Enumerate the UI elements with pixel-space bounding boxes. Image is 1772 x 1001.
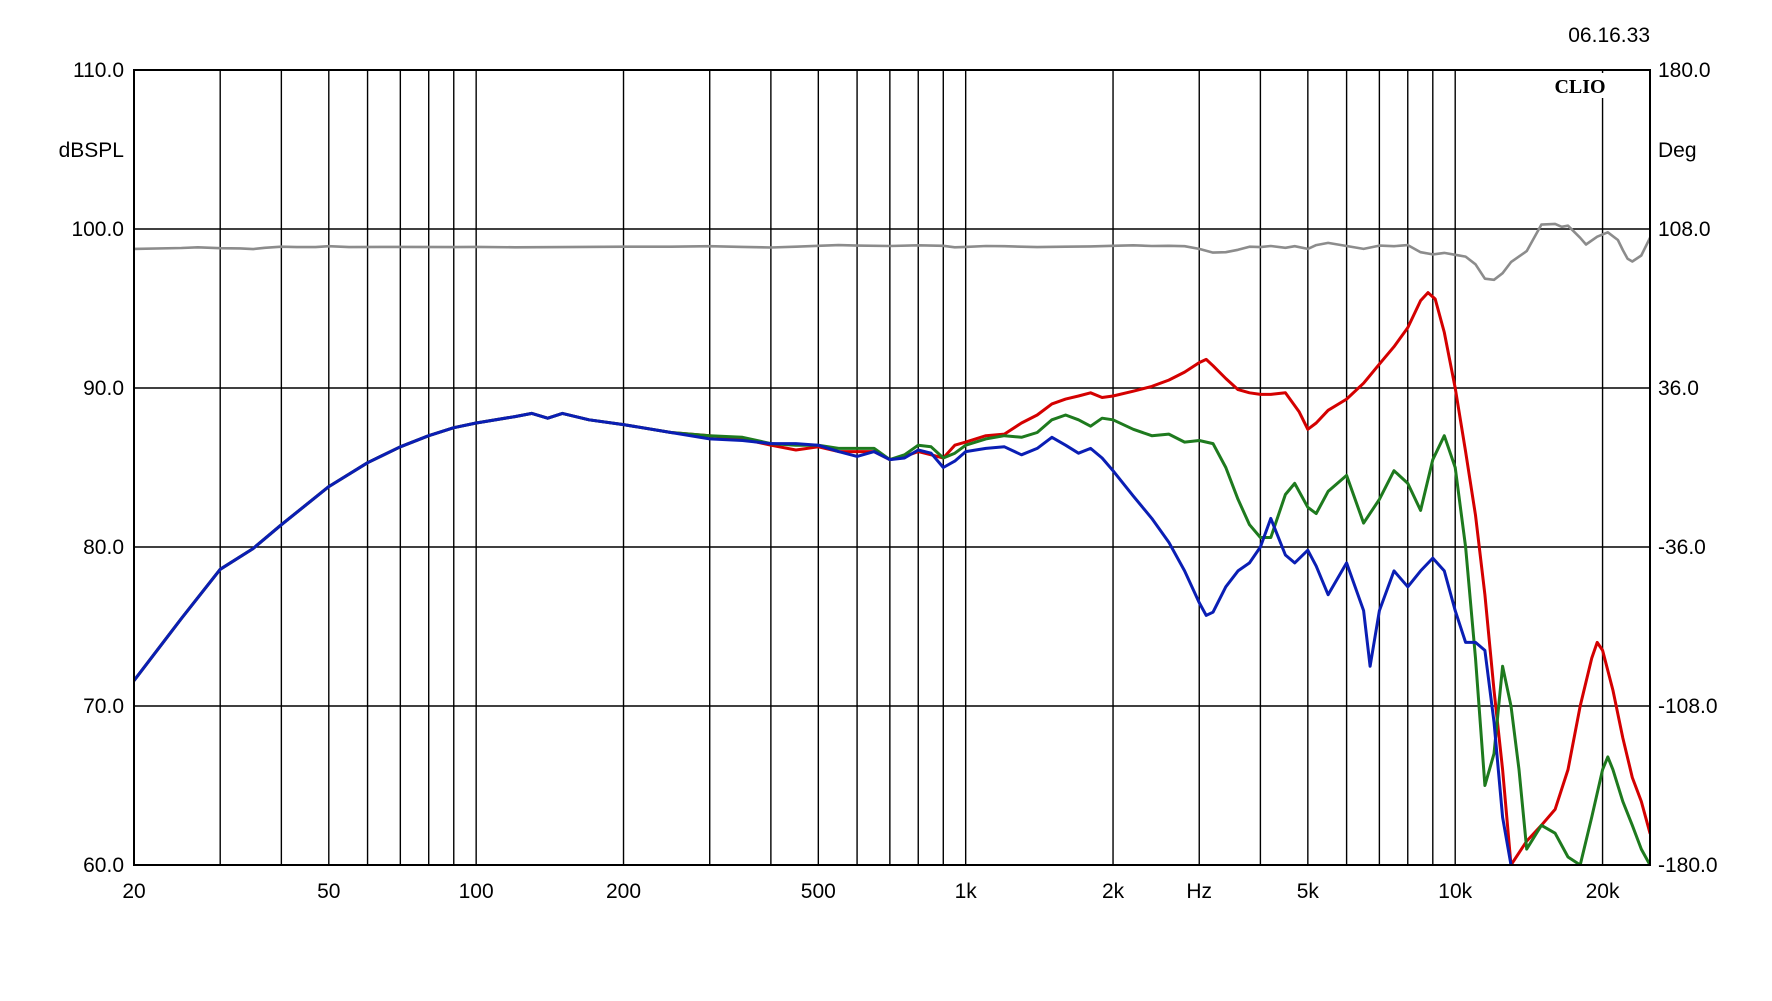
x-tick-label: 200 xyxy=(606,880,641,903)
plot-frame xyxy=(133,69,1651,866)
x-tick-label: 500 xyxy=(801,880,836,903)
x-tick-label: 20k xyxy=(1586,880,1620,903)
x-tick-label: 10k xyxy=(1438,880,1472,903)
y2-tick-label: 108.0 xyxy=(1658,218,1711,241)
y2-axis-unit: Deg xyxy=(1658,139,1697,162)
y-tick-label: 60.0 xyxy=(83,854,124,877)
x-axis-unit: Hz xyxy=(1186,880,1212,903)
timestamp: 06.16.33 xyxy=(1568,24,1650,47)
x-tick-label: 100 xyxy=(459,880,494,903)
clio-logo: CLIO xyxy=(1554,76,1605,98)
y2-tick-label: -108.0 xyxy=(1658,695,1718,718)
series-line-2 xyxy=(134,411,1650,865)
series-line-4 xyxy=(134,222,1650,282)
logo-background xyxy=(1534,73,1624,98)
plot-area xyxy=(134,222,1650,865)
x-tick-label: 20 xyxy=(122,880,145,903)
series-line-1 xyxy=(134,291,1650,865)
y-tick-label: 100.0 xyxy=(71,218,124,241)
y-axis-unit: dBSPL xyxy=(59,139,124,162)
y-tick-label: 90.0 xyxy=(83,377,124,400)
chart-grid xyxy=(134,70,1650,865)
y2-tick-label: 180.0 xyxy=(1658,59,1711,82)
x-tick-label: 5k xyxy=(1297,880,1320,903)
x-tick-label: 2k xyxy=(1102,880,1125,903)
y-tick-label: 70.0 xyxy=(83,695,124,718)
y2-tick-label: -180.0 xyxy=(1658,854,1718,877)
y2-tick-label: 36.0 xyxy=(1658,377,1699,400)
axis-labels: 110.0 100.0 90.0 80.0 70.0 60.0 180.0 108.0 36.0… xyxy=(59,59,1718,903)
y-tick-label: 110.0 xyxy=(73,59,124,82)
y-tick-label: 80.0 xyxy=(83,536,124,559)
series-line-3 xyxy=(134,411,1513,865)
x-tick-label: 1k xyxy=(955,880,978,903)
x-tick-label: 50 xyxy=(317,880,340,903)
y2-tick-label: -36.0 xyxy=(1658,536,1706,559)
